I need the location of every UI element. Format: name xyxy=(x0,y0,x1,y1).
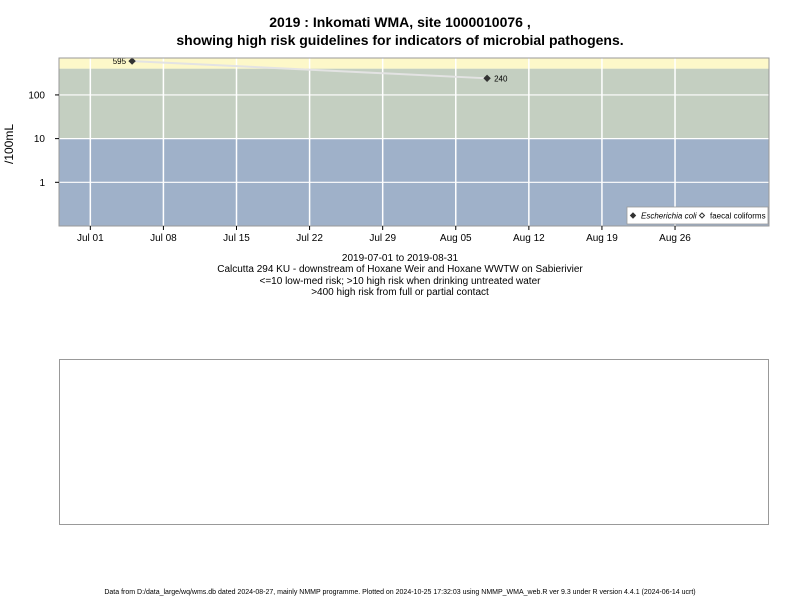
data-points xyxy=(128,57,491,83)
data-point-escherichia-coli xyxy=(128,57,136,65)
data-label: 240 xyxy=(494,74,508,83)
legend: Escherichia coli faecal coliforms xyxy=(626,206,769,225)
x-tick-label: Jul 22 xyxy=(296,233,323,244)
x-tick-label: Aug 05 xyxy=(440,233,472,244)
x-tick-label: Aug 26 xyxy=(659,233,691,244)
guideline-caption-1: <=10 low-med risk; >10 high risk when dr… xyxy=(259,276,541,287)
x-tick-label: Aug 12 xyxy=(513,233,545,244)
x-tick-label: Aug 19 xyxy=(586,233,618,244)
grid-lines xyxy=(59,58,769,226)
legend-label-faecal-coliforms: faecal coliforms xyxy=(710,212,766,221)
x-tick-label: Jul 15 xyxy=(223,233,250,244)
guideline-caption-2: >400 high risk from full or partial cont… xyxy=(311,287,489,298)
y-axis-label: /100mL xyxy=(2,124,16,164)
x-axis: Jul 01 Jul 08 Jul 15 Jul 22 Jul 29 Aug 05 Aug … xyxy=(77,226,691,244)
series-lines xyxy=(132,60,488,80)
x-tick-label: Jul 01 xyxy=(77,233,104,244)
x-tick-label: Jul 29 xyxy=(369,233,396,244)
footer-note: Data from D:/data_large/wq/wms.db dated … xyxy=(104,589,696,596)
legend-label-escherichia-coli: Escherichia coli xyxy=(641,212,697,221)
legend-box xyxy=(626,206,769,225)
y-tick-label: 100 xyxy=(28,90,45,101)
risk-band-1 xyxy=(59,68,769,139)
chart-title-line-2: showing high risk guidelines for indicat… xyxy=(176,32,624,48)
risk-band-2 xyxy=(59,58,769,69)
chart-title-line-1: 2019 : Inkomati WMA, site 1000010076 , xyxy=(269,14,531,30)
risk-bands xyxy=(59,58,769,226)
data-labels: 595 240 xyxy=(113,57,508,83)
plot-frame xyxy=(58,57,770,227)
y-tick-label: 10 xyxy=(34,134,46,145)
empty-second-panel xyxy=(59,359,769,525)
site-description-caption: Calcutta 294 KU - downstream of Hoxane W… xyxy=(217,264,583,275)
y-tick-label: 1 xyxy=(39,178,45,189)
x-tick-label: Jul 08 xyxy=(150,233,177,244)
data-point-escherichia-coli xyxy=(483,74,491,83)
y-axis: 1 10 100 xyxy=(28,90,59,189)
data-label: 595 xyxy=(113,57,127,66)
date-range-caption: 2019-07-01 to 2019-08-31 xyxy=(341,253,459,264)
legend-marker-escherichia-coli xyxy=(629,212,637,219)
legend-marker-faecal-coliforms xyxy=(698,212,706,219)
series-line-escherichia-coli xyxy=(132,60,488,80)
